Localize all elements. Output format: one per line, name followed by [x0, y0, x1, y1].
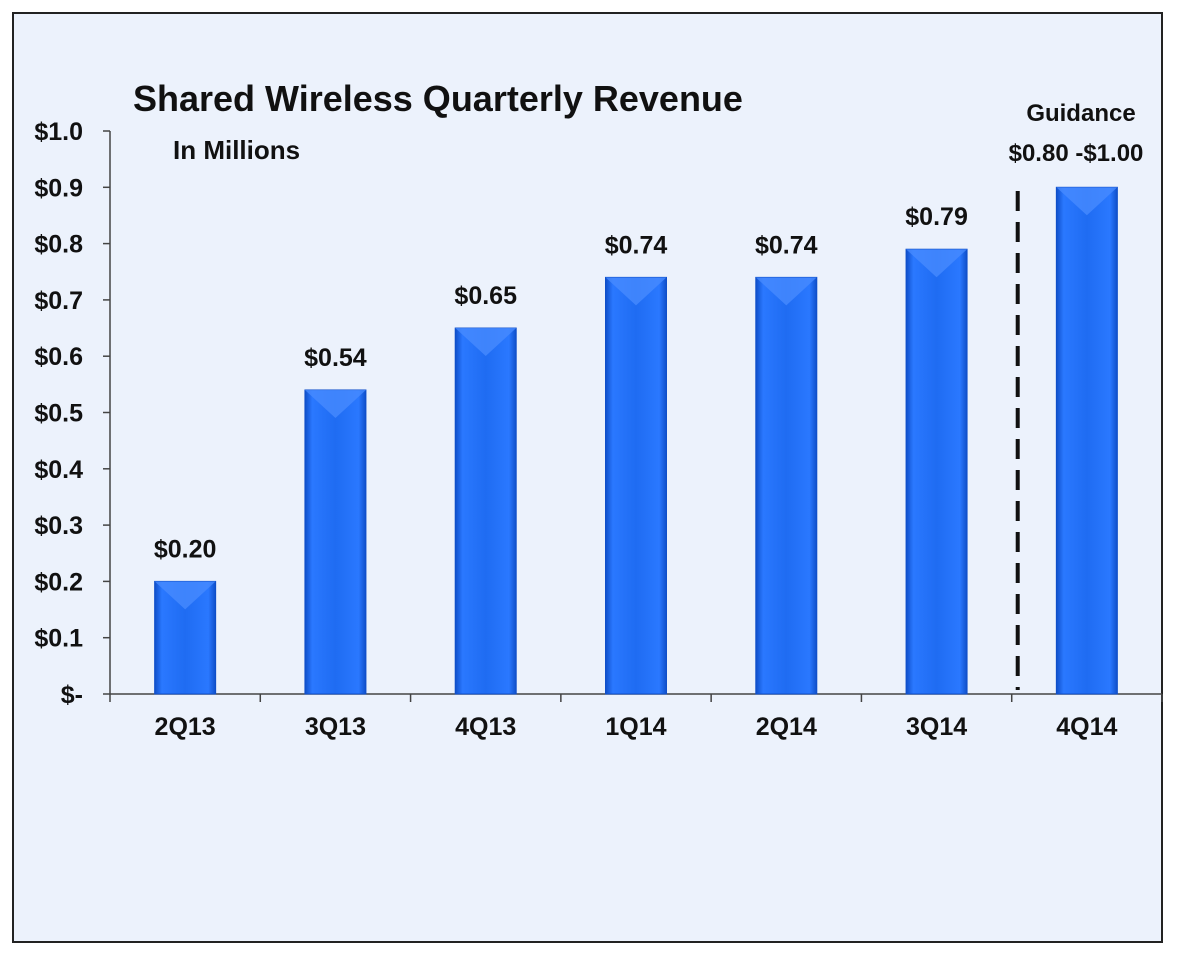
y-tick-label: $0.8	[34, 231, 83, 259]
x-tick-label: 2Q13	[155, 713, 216, 741]
x-tick-label: 1Q14	[605, 713, 666, 741]
y-tick-label: $0.6	[34, 343, 83, 371]
bar	[1055, 186, 1118, 695]
bar-top-bevel	[455, 328, 517, 357]
y-tick-label: $0.7	[34, 287, 83, 315]
bar-value-label: $0.65	[454, 282, 517, 310]
y-tick-label: $-	[61, 681, 83, 709]
bar-value-label: $0.74	[605, 231, 668, 259]
bar-top-bevel	[605, 277, 667, 306]
y-tick-label: $0.1	[34, 625, 83, 653]
bar-value-label: $0.79	[905, 203, 968, 231]
bar	[454, 327, 517, 695]
bar-top-bevel	[154, 581, 216, 610]
y-tick-label: $1.0	[34, 118, 83, 146]
chart-frame	[12, 12, 1163, 943]
guidance-range-label: $0.80 -$1.00	[1009, 140, 1144, 167]
bar-value-label: $0.20	[154, 535, 217, 563]
value-labels: $0.20 $0.54 $0.65 $0.74 $0.74 $0.79	[154, 203, 968, 563]
bar-value-label: $0.54	[304, 344, 367, 372]
y-tick-label: $0.5	[34, 400, 83, 428]
axes: $- $0.1 $0.2 $0.3 $0.4 $0.5 $0.6 $0.7 $0.8 $0.9 $1…	[34, 118, 1163, 741]
bar	[304, 389, 367, 695]
bar-top-bevel	[304, 389, 366, 418]
y-tick-label: $0.3	[34, 512, 83, 540]
chart-subtitle: In Millions	[173, 135, 300, 165]
bar	[755, 276, 818, 695]
bar-value-label: $0.74	[755, 231, 818, 259]
bar-top-bevel	[755, 277, 817, 306]
x-tick-label: 4Q13	[455, 713, 516, 741]
bar	[905, 248, 968, 695]
chart-title: Shared Wireless Quarterly Revenue	[133, 78, 743, 119]
guidance-label: Guidance	[1026, 100, 1135, 127]
x-tick-label: 3Q13	[305, 713, 366, 741]
y-tick-label: $0.9	[34, 174, 83, 202]
bars	[154, 186, 1118, 695]
bar-top-bevel	[906, 249, 968, 278]
y-tick-label: $0.4	[34, 456, 83, 484]
x-tick-label: 2Q14	[756, 713, 817, 741]
y-tick-label: $0.2	[34, 568, 83, 596]
x-tick-label: 3Q14	[906, 713, 967, 741]
bar-top-bevel	[1056, 187, 1118, 216]
bar	[605, 276, 667, 695]
x-tick-label: 4Q14	[1056, 713, 1117, 741]
